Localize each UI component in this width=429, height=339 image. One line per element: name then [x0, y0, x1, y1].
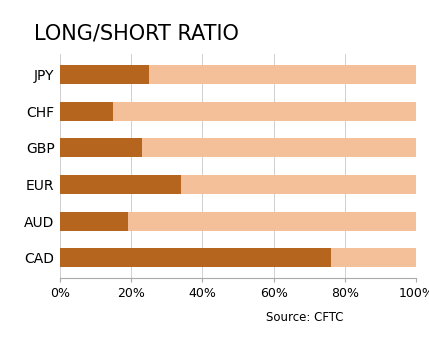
Bar: [181, 175, 416, 194]
Bar: [60, 138, 142, 157]
Bar: [331, 248, 416, 267]
Bar: [60, 248, 331, 267]
Text: LONG/SHORT RATIO: LONG/SHORT RATIO: [34, 24, 239, 44]
Bar: [149, 65, 416, 84]
Legend: % Long, % Short: % Long, % Short: [66, 335, 224, 339]
Bar: [113, 102, 416, 121]
Text: Source: CFTC: Source: CFTC: [266, 311, 344, 324]
Bar: [142, 138, 416, 157]
Bar: [60, 65, 149, 84]
Bar: [60, 212, 128, 231]
Bar: [60, 102, 113, 121]
Bar: [128, 212, 416, 231]
Bar: [60, 175, 181, 194]
